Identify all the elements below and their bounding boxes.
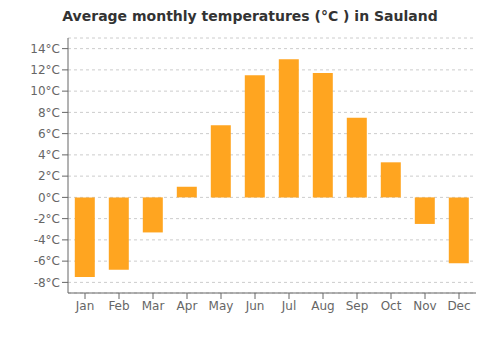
svg-text:Jan: Jan xyxy=(75,299,95,313)
svg-text:May: May xyxy=(209,299,234,313)
svg-text:2°C: 2°C xyxy=(38,169,60,183)
svg-text:Dec: Dec xyxy=(447,299,470,313)
svg-text:-8°C: -8°C xyxy=(34,276,60,290)
html-text:Average monthly temperatures (: Average monthly temperatures (°C ) in Sa… xyxy=(62,8,438,24)
svg-text:6°C: 6°C xyxy=(38,127,60,141)
svg-text:10°C: 10°C xyxy=(30,84,60,98)
svg-text:Jul: Jul xyxy=(281,299,296,313)
svg-text:Oct: Oct xyxy=(381,299,402,313)
svg-text:Feb: Feb xyxy=(108,299,129,313)
svg-text:Nov: Nov xyxy=(413,299,436,313)
svg-text:Jun: Jun xyxy=(245,299,265,313)
svg-text:8°C: 8°C xyxy=(38,106,60,120)
svg-text:-4°C: -4°C xyxy=(34,233,60,247)
svg-text:Mar: Mar xyxy=(142,299,165,313)
svg-text:0°C: 0°C xyxy=(38,191,60,205)
svg-text:14°C: 14°C xyxy=(30,42,60,56)
svg-text:Apr: Apr xyxy=(177,299,198,313)
svg-text:Sep: Sep xyxy=(346,299,369,313)
svg-text:-2°C: -2°C xyxy=(34,212,60,226)
svg-text:12°C: 12°C xyxy=(30,63,60,77)
svg-text:-6°C: -6°C xyxy=(34,254,60,268)
svg-text:Aug: Aug xyxy=(311,299,334,313)
svg-text:4°C: 4°C xyxy=(38,148,60,162)
